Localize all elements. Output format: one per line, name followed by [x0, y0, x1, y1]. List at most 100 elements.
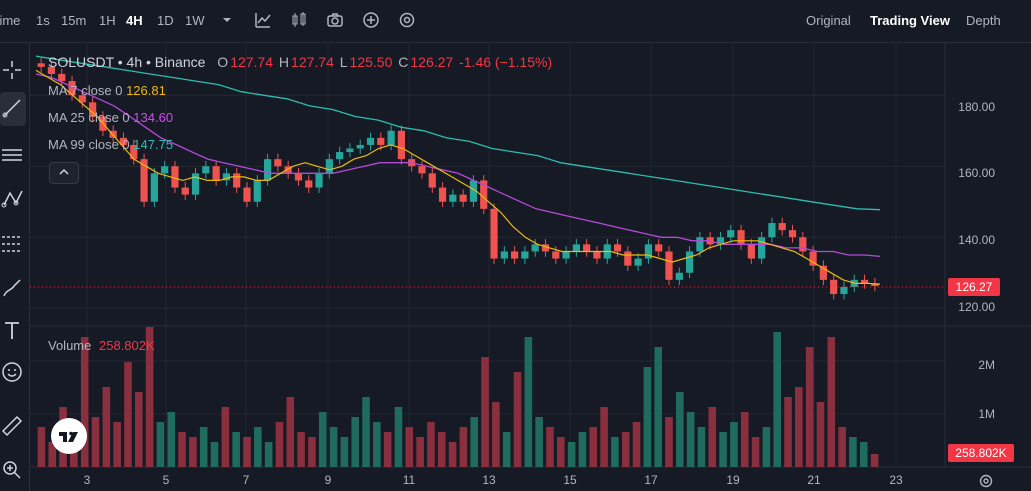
volume-bar: [427, 422, 435, 467]
crosshair-icon[interactable]: [0, 58, 24, 82]
candle-body: [799, 237, 807, 252]
candle-body: [428, 173, 436, 188]
tab-trading-view[interactable]: Trading View: [870, 13, 950, 28]
time-tick-9: 9: [324, 473, 332, 487]
volume-bar: [254, 427, 262, 467]
volume-bar: [232, 432, 240, 467]
ma25-line: [35, 73, 881, 258]
emoji-icon[interactable]: [0, 360, 24, 384]
interval-4h[interactable]: 4H: [126, 13, 143, 28]
tradingview-logo[interactable]: [51, 418, 87, 454]
candle-body: [315, 173, 323, 188]
text-tool-icon[interactable]: [0, 319, 24, 343]
ma25-value: 134.60: [133, 110, 174, 125]
volume-bar: [524, 337, 533, 467]
last-volume-badge: 258.802K: [948, 444, 1014, 462]
candle-body: [685, 251, 694, 273]
fib-retracement-icon[interactable]: [0, 232, 24, 256]
volume-tick-2m: 2M: [978, 358, 995, 372]
candle-body: [89, 102, 97, 117]
volume-bar: [870, 454, 879, 467]
ma25-legend: MA 25 close 0 134.60: [48, 110, 173, 125]
chart-type-icon[interactable]: [290, 11, 308, 29]
ruler-icon[interactable]: [0, 414, 24, 438]
interval-dropdown-icon[interactable]: [221, 14, 233, 26]
volume-label: Volume: [48, 338, 92, 353]
candle-body: [655, 244, 663, 252]
pattern-icon[interactable]: [0, 187, 24, 211]
volume-bar: [405, 427, 414, 467]
candle-body: [830, 279, 838, 295]
low-label: L: [339, 54, 348, 70]
candle-body: [840, 286, 848, 295]
candle-body: [356, 144, 364, 149]
ma7-legend: MA 7 close 0 126.81: [48, 83, 166, 98]
high-label: H: [278, 54, 290, 70]
candle-body: [37, 63, 45, 67]
candle-body: [675, 272, 683, 280]
candle-body: [274, 159, 282, 167]
horizontal-lines-icon[interactable]: [0, 144, 24, 168]
volume-bar: [221, 407, 230, 467]
interval-1h[interactable]: 1H: [99, 13, 116, 28]
tab-depth[interactable]: Depth: [966, 13, 1001, 28]
active-tool-highlight: [0, 92, 26, 126]
candle-body: [727, 230, 735, 238]
volume-bar: [578, 432, 587, 467]
volume-bar: [676, 392, 684, 467]
volume-bar: [167, 412, 176, 467]
ma7-value: 126.81: [126, 83, 166, 98]
volume-bar: [546, 427, 554, 467]
volume-bar: [297, 432, 305, 467]
interval-1d[interactable]: 1D: [157, 13, 174, 28]
price-tick-180: 180.00: [958, 100, 995, 114]
time-label[interactable]: Time: [0, 13, 21, 28]
candle-body: [511, 251, 519, 259]
volume-bar: [535, 417, 543, 467]
volume-bar: [275, 422, 284, 467]
volume-bar: [124, 362, 132, 467]
interval-15m[interactable]: 15m: [61, 13, 87, 28]
candle-body: [212, 166, 220, 181]
candle-body: [78, 95, 86, 103]
volume-bar: [37, 427, 46, 467]
ma99-value: 147.75: [133, 137, 174, 152]
time-tick-3: 3: [83, 473, 91, 487]
volume-bar: [91, 417, 100, 467]
add-icon[interactable]: [362, 11, 380, 29]
candle-body: [336, 152, 344, 160]
volume-bar: [394, 407, 403, 467]
candle-body: [552, 251, 560, 259]
volume-bars: [37, 327, 879, 467]
brush-icon[interactable]: [0, 276, 24, 300]
volume-bar: [199, 427, 208, 467]
trend-line-icon[interactable]: [0, 96, 24, 120]
zoom-in-icon[interactable]: [0, 458, 24, 482]
price-tick-120: 120.00: [958, 300, 995, 314]
candle-body: [449, 194, 457, 202]
settings-icon[interactable]: [398, 11, 416, 29]
candle-body: [871, 283, 879, 286]
volume-bar: [264, 442, 273, 467]
indicator-icon[interactable]: [254, 11, 272, 29]
candle-body: [418, 166, 426, 174]
tradingview-logo-icon: [59, 431, 78, 442]
volume-bar: [827, 337, 836, 467]
time-tick-19: 19: [726, 473, 740, 487]
volume-bar: [730, 422, 738, 467]
legend-collapse-button[interactable]: [49, 162, 79, 184]
camera-icon[interactable]: [326, 11, 344, 29]
candle-body: [377, 137, 385, 145]
interval-1w[interactable]: 1W: [185, 13, 205, 28]
open-label: O: [217, 54, 229, 70]
volume-bar: [135, 392, 143, 467]
volume-legend: Volume 258.802K: [48, 338, 155, 353]
candle-body: [593, 251, 601, 259]
ma99-legend: MA 99 close 0 147.75: [48, 137, 173, 152]
interval-1s[interactable]: 1s: [36, 13, 50, 28]
tab-original[interactable]: Original: [806, 13, 851, 28]
chart-settings-icon[interactable]: [978, 473, 994, 489]
ma7-line: [35, 69, 881, 285]
volume-value: 258.802K: [99, 338, 155, 353]
